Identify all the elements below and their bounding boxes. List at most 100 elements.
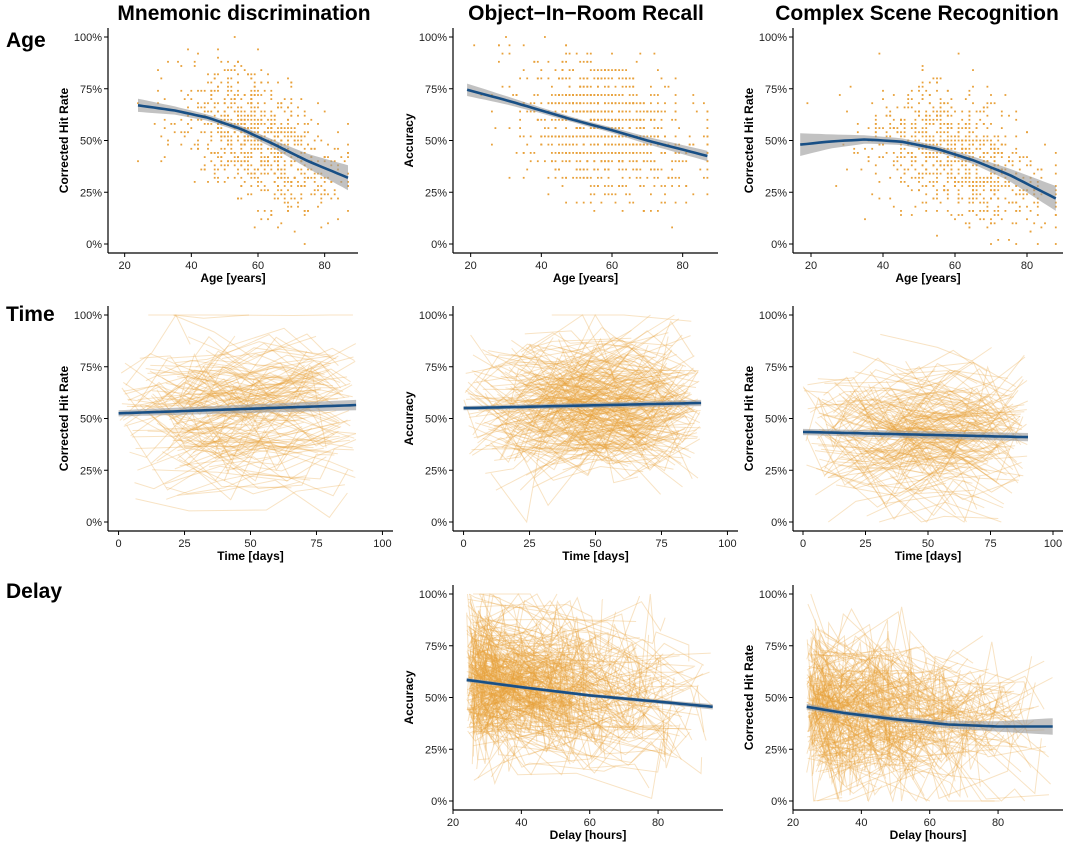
data-point	[223, 147, 226, 150]
participant-trajectory	[809, 630, 979, 768]
participant-trajectory	[470, 643, 477, 712]
participant-trajectory	[490, 350, 582, 387]
data-point	[932, 110, 935, 113]
data-point	[621, 168, 624, 171]
data-point	[660, 118, 663, 121]
data-point	[260, 164, 263, 167]
data-point	[600, 110, 603, 113]
data-point	[213, 102, 216, 105]
participant-trajectory	[557, 378, 618, 412]
participant-trajectory	[179, 456, 327, 482]
participant-trajectory	[818, 669, 974, 702]
data-point	[921, 65, 924, 67]
participant-trajectory	[137, 438, 228, 471]
participant-trajectory	[528, 433, 627, 454]
data-point	[237, 81, 239, 84]
data-point	[320, 139, 323, 142]
data-point	[551, 118, 553, 121]
participant-trajectory	[478, 600, 640, 670]
data-point	[250, 77, 253, 80]
data-point	[310, 176, 313, 179]
participant-trajectory	[471, 634, 693, 712]
participant-trajectory	[228, 371, 325, 386]
data-point	[900, 176, 902, 179]
data-point	[889, 135, 892, 138]
participant-trajectory	[838, 392, 1016, 455]
data-point	[618, 135, 620, 138]
data-point	[957, 160, 960, 163]
data-point	[237, 89, 239, 92]
y-tick-label: 25%	[765, 187, 787, 199]
participant-trajectory	[861, 387, 983, 426]
data-point	[243, 143, 246, 146]
participant-trajectory	[809, 651, 964, 714]
participant-trajectory	[511, 334, 683, 394]
participant-trajectory	[906, 460, 971, 465]
data-point	[699, 168, 702, 171]
data-point	[674, 94, 677, 96]
data-point	[227, 164, 229, 167]
participant-trajectory	[823, 722, 905, 761]
data-point	[237, 118, 239, 121]
data-point	[1018, 168, 1021, 171]
participant-trajectory	[477, 688, 613, 779]
data-point	[950, 214, 953, 216]
data-point	[621, 143, 624, 146]
data-point	[607, 77, 610, 80]
data-point	[611, 152, 613, 154]
data-point	[197, 143, 199, 146]
data-point	[621, 77, 624, 80]
data-point	[203, 168, 206, 171]
participant-trajectory	[846, 393, 990, 444]
data-point	[856, 123, 859, 125]
participant-trajectory	[909, 399, 994, 462]
participant-trajectory	[889, 475, 974, 495]
data-point	[575, 143, 578, 146]
participant-trajectory	[471, 412, 664, 465]
participant-trajectory	[900, 462, 1015, 501]
participant-trajectory	[477, 644, 523, 757]
data-point	[582, 176, 585, 179]
data-point	[939, 131, 942, 134]
participant-trajectory	[468, 646, 664, 705]
participant-trajectory	[517, 370, 697, 408]
data-point	[968, 176, 971, 179]
x-tick-label: 40	[855, 817, 867, 829]
data-point	[925, 152, 928, 154]
data-point	[243, 156, 246, 158]
participant-trajectory	[866, 420, 996, 477]
data-point	[491, 143, 493, 146]
data-point	[307, 123, 309, 125]
data-point	[997, 205, 1000, 208]
data-point	[240, 197, 243, 200]
data-point	[674, 102, 677, 105]
participant-trajectory	[482, 349, 699, 410]
data-point	[678, 160, 680, 163]
participant-trajectory	[202, 412, 281, 458]
data-point	[950, 135, 953, 138]
participant-trajectory	[823, 365, 1025, 417]
data-point	[519, 118, 521, 121]
participant-trajectory	[866, 487, 980, 517]
participant-trajectory	[497, 332, 669, 376]
participant-trajectory	[491, 671, 670, 742]
participant-trajectory	[808, 682, 1002, 741]
data-point	[551, 135, 553, 138]
data-point	[297, 143, 299, 146]
data-point	[263, 164, 266, 167]
data-point	[277, 156, 279, 158]
participant-trajectory	[478, 593, 629, 662]
data-point	[230, 77, 233, 80]
data-point	[217, 127, 219, 129]
data-point	[874, 114, 877, 117]
data-point	[290, 205, 293, 208]
participant-trajectory	[537, 370, 647, 415]
data-point	[632, 152, 635, 154]
participant-trajectory	[852, 349, 974, 374]
participant-trajectory	[472, 662, 537, 700]
data-point	[925, 210, 928, 212]
data-point	[187, 48, 189, 51]
participant-trajectory	[468, 601, 666, 646]
participant-trajectory	[847, 409, 1027, 462]
data-point	[646, 152, 649, 154]
